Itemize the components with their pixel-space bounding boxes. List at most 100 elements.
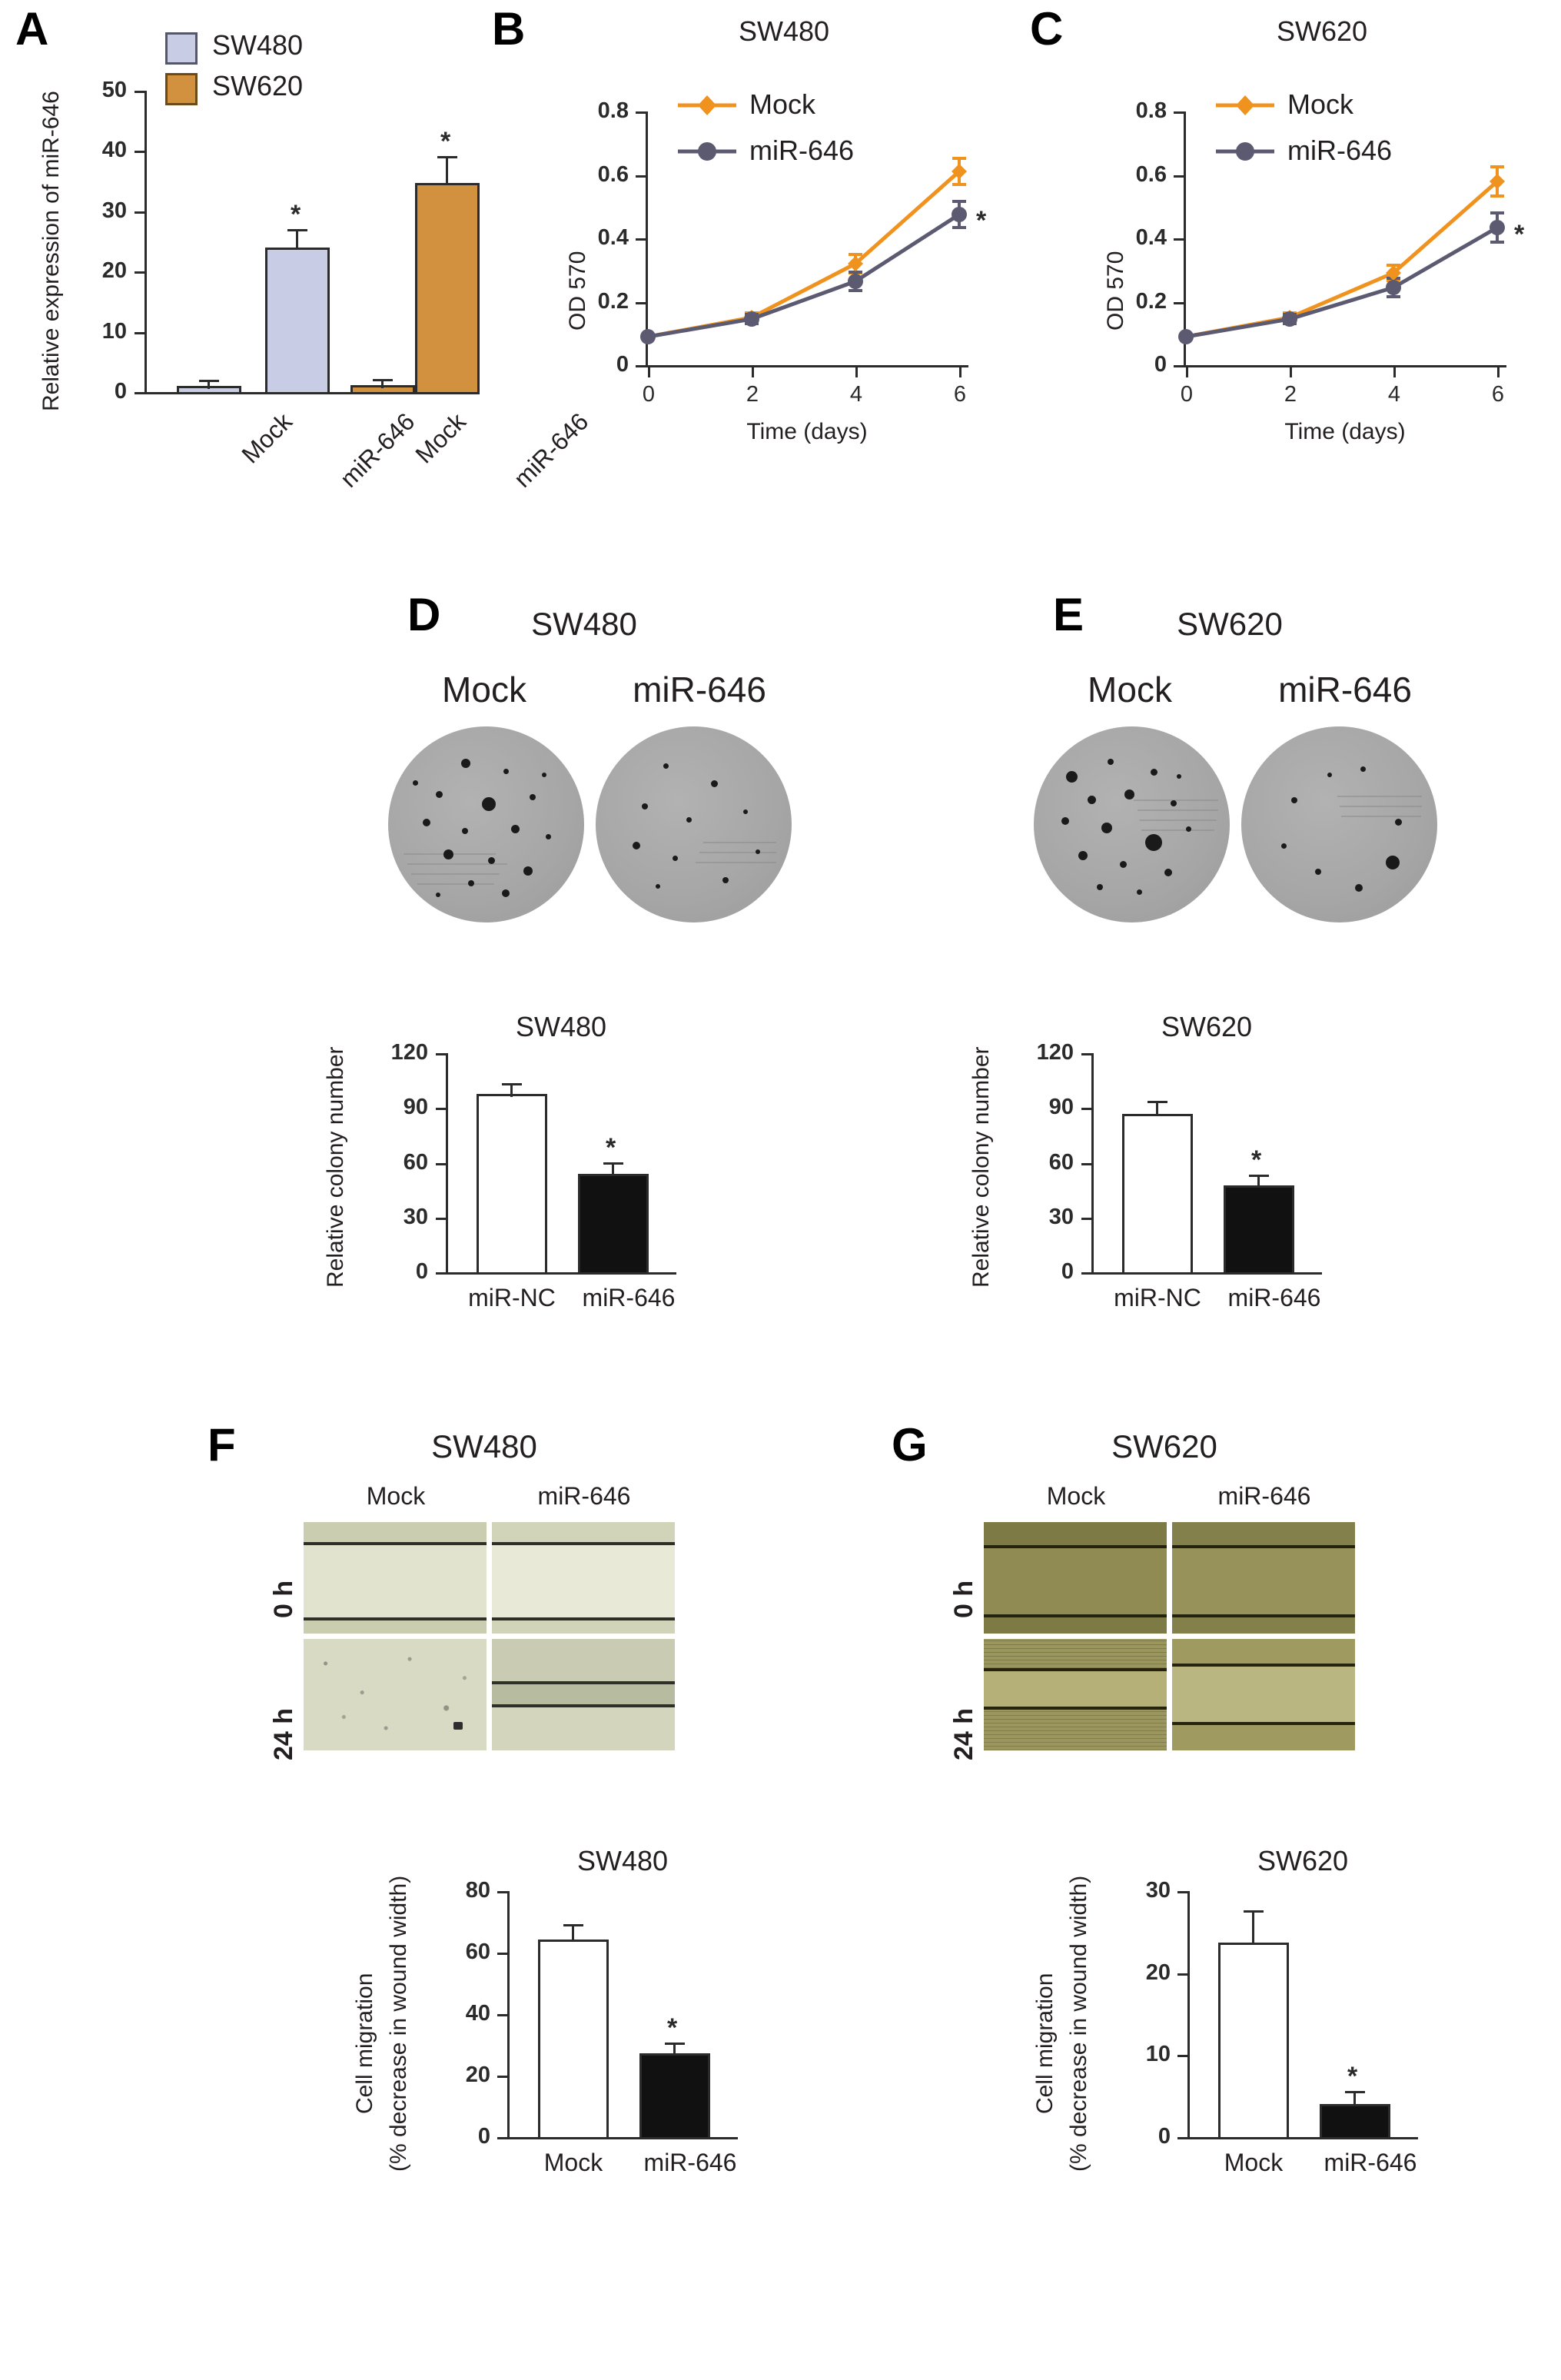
panel-b-xaxis (646, 365, 968, 367)
errorbar-sw480-mock (208, 380, 210, 389)
significance-star-sw480: * (291, 200, 301, 229)
panel-g-bar-mir646 (1320, 2104, 1390, 2139)
panel-d-ticklabel-0: 0 (415, 1259, 428, 1284)
panel-f-chart-title: SW480 (576, 1845, 669, 1876)
errorbar-sw620-mock (381, 379, 384, 388)
panel-a-ticklabel-0: 0 (114, 379, 127, 404)
panel-f-label: F (208, 1419, 236, 1471)
panel-f-ticklabel-40: 40 (465, 2001, 490, 2026)
panel-g-xcat-mir646: miR-646 (1324, 2149, 1417, 2176)
panel-d-label: D (407, 589, 441, 640)
panel-f-tick-80 (497, 1891, 507, 1893)
panel-f-column-label-mir646: miR-646 (537, 1482, 631, 1510)
panel-d-tick-30 (436, 1218, 446, 1220)
bar-sw480-mir646 (265, 248, 330, 394)
panel-a-tick-10 (135, 332, 144, 334)
panel-d-image-label-mock: Mock (442, 670, 526, 710)
panel-g-errorcap-mir646 (1345, 2091, 1365, 2093)
colony-dish-mir646 (1241, 726, 1437, 922)
panel-d-errorcap-mir646 (603, 1162, 623, 1165)
panel-a-ticklabel-10: 10 (101, 319, 127, 344)
panel-d-tick-0 (436, 1272, 446, 1275)
panel-c-xtick-2 (1290, 367, 1292, 377)
legend-marker-mock (678, 95, 736, 115)
panel-f-ticklabel-20: 20 (465, 2063, 490, 2087)
panel-f-chart-ylabel-line2: (% decrease in wound width) (386, 1875, 411, 2172)
panel-a: A Relative expression of miR-646 SW480 S… (0, 0, 593, 507)
panel-f-ticklabel-60: 60 (465, 1940, 490, 1964)
panel-g-column-label-mir646: miR-646 (1217, 1482, 1311, 1510)
panel-f-tick-60 (497, 1953, 507, 1955)
panel-d-ticklabel-60: 60 (403, 1150, 428, 1175)
panel-e-errorcap-mirnc (1148, 1101, 1167, 1103)
panel-c-ticklabel-0.0: 0 (1154, 352, 1167, 377)
panel-b-ticklabel-0.0: 0 (616, 352, 629, 377)
panel-b: B SW480 OD 570 Mock miR-646 0.8 0.6 0.4 … (484, 0, 1022, 477)
panel-e-errorbar-mir646 (1257, 1175, 1260, 1188)
panel-a-ticklabel-30: 30 (101, 198, 127, 223)
panel-e-image-label-mir646: miR-646 (1278, 670, 1412, 710)
errorbar-sw480-mir646 (296, 229, 298, 250)
panel-e-tick-60 (1081, 1163, 1091, 1165)
panel-c-significance-star: * (1514, 220, 1525, 249)
panel-d-ticklabel-90: 90 (403, 1095, 428, 1119)
panel-c-title: SW620 (1276, 15, 1368, 47)
panel-e-ticklabel-60: 60 (1048, 1150, 1074, 1175)
panel-b-label: B (492, 3, 526, 55)
legend-marker-mir646 (678, 142, 736, 161)
panel-e-tick-120 (1081, 1053, 1091, 1055)
panel-g-errorcap-mock (1244, 1910, 1264, 1913)
panel-g-xaxis (1187, 2137, 1418, 2139)
panel-d-tick-60 (436, 1163, 446, 1165)
panel-g-ticklabel-30: 30 (1145, 1878, 1171, 1903)
panel-c-series-plot (1178, 165, 1505, 344)
panel-e-tick-0 (1081, 1272, 1091, 1275)
panel-g-ticklabel-20: 20 (1145, 1960, 1171, 1985)
wound-image-mir646-24h (492, 1639, 675, 1750)
errorcap-sw620-mock (373, 379, 393, 381)
panel-c-label: C (1030, 3, 1064, 55)
panel-e-image-label-mock: Mock (1088, 670, 1172, 710)
panel-d-tick-120 (436, 1053, 446, 1055)
panel-a-xcat-2: Mock (410, 407, 471, 469)
panel-b-ticklabel-0.4: 0.4 (597, 225, 629, 250)
legend-swatch-sw620 (165, 73, 198, 105)
panel-a-xcat-0: Mock (236, 407, 297, 469)
panel-g-ticklabel-0: 0 (1157, 2124, 1171, 2149)
errorcap-sw480-mir646 (287, 229, 307, 231)
panel-c-xlabel: Time (days) (1284, 419, 1406, 444)
panel-a-ticklabel-50: 50 (101, 78, 127, 102)
panel-b-xtick-6 (959, 367, 962, 377)
legend-label-mir646: miR-646 (1287, 135, 1393, 166)
significance-star-sw620: * (440, 127, 451, 156)
panel-g-bar-mock (1218, 1943, 1289, 2139)
panel-a-tick-0 (135, 392, 144, 394)
panel-e-xcat-mirnc: miR-NC (1114, 1284, 1201, 1311)
panel-g-significance-star: * (1347, 2062, 1358, 2091)
panel-e-significance-star: * (1251, 1145, 1262, 1175)
panel-g-tick-30 (1177, 1891, 1187, 1893)
legend-marker-mir646 (1216, 142, 1274, 161)
panel-e-title: SW620 (1177, 606, 1283, 642)
panel-b-xticklabel-4: 4 (849, 382, 863, 407)
panel-c: C SW620 OD 570 Mock miR-646 0.8 0.6 0.4 … (1022, 0, 1560, 477)
panel-d-significance-star: * (606, 1133, 616, 1162)
panel-g-label: G (892, 1419, 928, 1471)
panel-e-bar-mirnc (1122, 1114, 1193, 1275)
panel-e-label: E (1053, 589, 1084, 640)
panel-f-errorcap-mir646 (665, 2043, 685, 2045)
panel-c-tick-0.6 (1174, 175, 1184, 178)
panel-c-xtick-4 (1393, 367, 1396, 377)
panel-b-tick-0.6 (636, 175, 646, 178)
panel-d-bar-mirnc (477, 1094, 547, 1275)
panel-g-errorbar-mock (1252, 1910, 1254, 1945)
panel-c-xticklabel-6: 6 (1491, 382, 1505, 407)
wound-image-mock-0h (984, 1522, 1167, 1634)
panel-c-yaxis (1184, 111, 1186, 367)
panel-g-yaxis (1187, 1891, 1190, 2139)
panel-f-tick-0 (497, 2137, 507, 2139)
panel-e-tick-90 (1081, 1108, 1091, 1110)
panel-f-yaxis (507, 1891, 510, 2139)
panel-a-tick-30 (135, 211, 144, 214)
legend-marker-mock (1216, 95, 1274, 115)
